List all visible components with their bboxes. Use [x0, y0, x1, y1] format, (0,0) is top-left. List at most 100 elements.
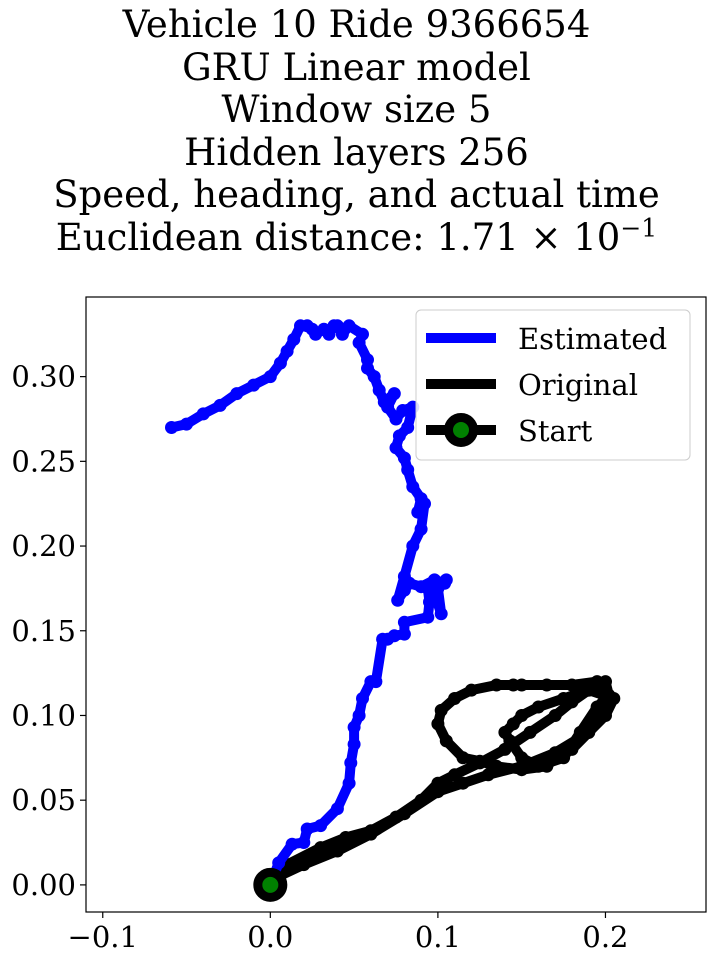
series-estimated-point	[391, 593, 405, 607]
y-tick-label: 0.10	[11, 698, 76, 732]
legend-start-marker	[444, 413, 478, 447]
series-original-point	[515, 709, 529, 722]
series-estimated-point	[263, 370, 277, 384]
series-original-point	[339, 831, 353, 844]
series-layer	[165, 319, 621, 902]
series-original-point	[314, 841, 328, 855]
series-original-point	[456, 751, 470, 765]
y-tick-label: 0.20	[11, 529, 76, 563]
series-original-point	[364, 827, 378, 841]
series-original-point	[540, 759, 554, 773]
series-original-point	[540, 678, 554, 692]
series-estimated-point	[280, 344, 294, 358]
series-estimated-point	[372, 383, 386, 397]
series-estimated-point	[421, 610, 435, 624]
legend-box	[415, 309, 691, 461]
series-original-point	[397, 807, 411, 821]
series-original-point	[456, 776, 470, 790]
series-estimated-point	[397, 627, 411, 641]
series-estimated-point	[406, 480, 420, 494]
series-estimated-point	[213, 398, 227, 412]
series-original-point	[481, 768, 495, 782]
title-line-2: GRU Linear model	[182, 45, 531, 89]
series-estimated-point	[434, 607, 448, 621]
series-estimated-point	[297, 836, 311, 849]
series-estimated-point	[397, 570, 411, 583]
x-tick-label: 0.0	[247, 920, 293, 954]
title-line-1: Vehicle 10 Ride 9366654	[122, 3, 591, 46]
series-estimated-point	[411, 505, 425, 519]
series-original-point	[431, 785, 445, 799]
series-estimated-point	[397, 451, 411, 465]
series-estimated-point	[330, 802, 344, 816]
series-original-point	[523, 725, 537, 739]
series-estimated-point	[414, 580, 428, 594]
series-estimated-point	[369, 675, 383, 689]
title-metric-exponent: −1	[620, 213, 658, 243]
y-tick-label: 0.15	[11, 614, 76, 648]
x-tick-label: 0.2	[582, 920, 628, 954]
series-original-point	[414, 793, 428, 807]
series-original-point	[448, 692, 462, 705]
series-original-point	[330, 844, 344, 858]
series-estimated-point	[387, 387, 401, 401]
series-estimated-point	[438, 576, 452, 590]
series-original-point	[434, 703, 448, 717]
series-estimated-point	[300, 822, 314, 836]
series-original-point	[590, 709, 604, 722]
series-original-point	[548, 746, 562, 760]
series-original-line	[265, 676, 619, 890]
series-original-point	[599, 692, 612, 705]
series-original-point	[582, 725, 596, 739]
title-metric: Euclidean distance: 1.71 × 10	[55, 215, 621, 259]
plot-frame	[85, 296, 707, 913]
series-estimated-point	[414, 522, 428, 536]
axes-layer: −0.1 0.0 0.1 0.2 0.00 0.05 0.10 0.15 0.20 0.25 0.3…	[11, 360, 628, 954]
series-estimated-point	[347, 720, 361, 734]
series-original-point	[498, 725, 512, 739]
series-original-point	[590, 675, 604, 689]
series-estimated-point	[397, 615, 411, 629]
x-tick-label: −0.1	[68, 920, 138, 954]
series-estimated-point	[273, 356, 287, 370]
series-estimated-point	[389, 441, 403, 455]
series-original-point	[565, 678, 579, 692]
series-original-point	[565, 742, 579, 756]
series-estimated-point	[387, 629, 401, 643]
series-estimated-point	[247, 378, 261, 392]
legend-label-estimated: Estimated	[518, 322, 667, 356]
series-original-point	[515, 678, 529, 692]
series-estimated-point	[397, 583, 411, 597]
series-original-point	[557, 692, 571, 705]
y-tick-label: 0.30	[11, 360, 76, 394]
title-line-3: Window size 5	[221, 88, 492, 131]
series-estimated-point	[356, 692, 369, 705]
series-estimated-point	[285, 837, 299, 851]
series-estimated-point	[294, 319, 307, 333]
series-original-point	[439, 734, 453, 748]
legend-label-start: Start	[518, 414, 593, 448]
series-estimated-point	[356, 327, 369, 341]
series-original-point	[490, 759, 503, 773]
x-tick-label: 0.1	[415, 920, 461, 954]
series-original-point	[431, 717, 445, 731]
title-line-4: Hidden layers 256	[184, 130, 529, 174]
series-estimated-point	[401, 421, 415, 434]
series-estimated-point	[428, 573, 441, 587]
series-original-point	[582, 683, 596, 697]
series-estimated-point	[377, 395, 391, 409]
series-original-point	[506, 717, 520, 731]
series-original-point	[473, 754, 487, 768]
series-estimated-point	[287, 332, 301, 346]
series-estimated-point	[361, 353, 374, 367]
series-estimated-point	[389, 412, 403, 426]
start-marker	[253, 867, 288, 902]
y-tick-label: 0.25	[11, 444, 76, 478]
series-original-point	[464, 683, 478, 697]
y-tick-label: 0.00	[11, 868, 76, 902]
legend: Estimated Original Start	[415, 309, 691, 461]
title-line-6: Euclidean distance: 1.71 × 10−1	[0, 215, 713, 260]
series-estimated-point	[196, 407, 210, 421]
series-estimated-point	[401, 463, 415, 477]
